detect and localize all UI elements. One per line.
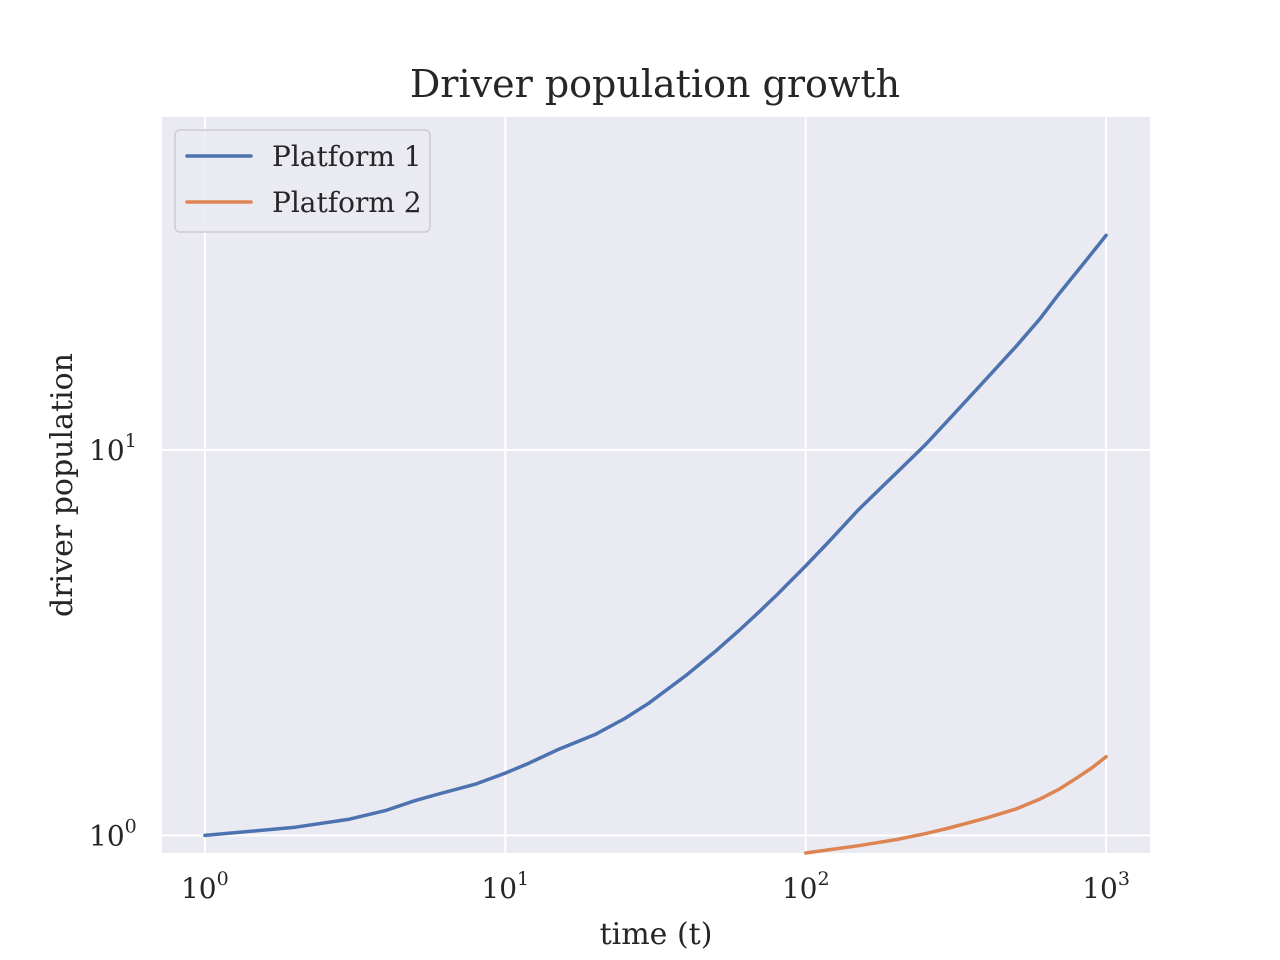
y-tick-label: 100	[89, 815, 137, 852]
x-tick-label: 102	[782, 868, 830, 905]
x-tick-label: 103	[1082, 868, 1130, 905]
x-tick-label: 100	[181, 868, 229, 905]
legend: Platform 1 Platform 2	[174, 129, 431, 233]
y-tick-label: 101	[89, 430, 137, 467]
chart-title: Driver population growth	[410, 62, 900, 106]
legend-label-platform-1: Platform 1	[272, 140, 422, 173]
series-line-platform-1	[203, 233, 1108, 838]
plot-background	[162, 117, 1150, 853]
tick-labels: 100 101 102 103 100 101	[89, 430, 1130, 905]
gridlines	[162, 117, 1150, 853]
series-line-platform-2	[803, 754, 1108, 855]
legend-label-platform-2: Platform 2	[272, 186, 422, 219]
x-tick-label: 101	[481, 868, 529, 905]
x-axis-label: time (t)	[600, 917, 713, 952]
y-axis-label: driver population	[45, 353, 80, 617]
series-layer	[203, 233, 1108, 855]
